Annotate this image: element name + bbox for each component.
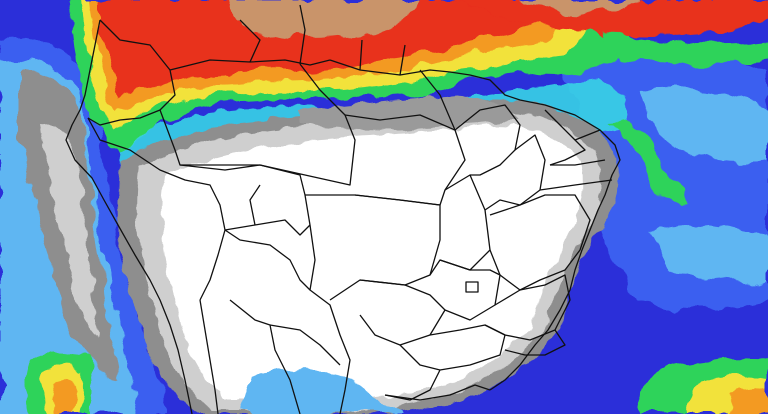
state-df <box>465 281 479 293</box>
border-chile-argentina <box>199 299 219 414</box>
field-lightblue-south <box>240 368 400 414</box>
field-green-northeast-edge <box>600 30 768 65</box>
field-orange-southeast <box>730 388 768 414</box>
state-ceara-rn <box>544 109 601 166</box>
coastline <box>65 19 193 414</box>
state-bahia <box>489 194 591 291</box>
border-colombia <box>87 19 176 126</box>
field-lightgray-west <box>40 120 100 340</box>
state-goias <box>429 259 501 321</box>
state-south <box>384 384 491 401</box>
border-bolivia <box>224 229 311 291</box>
border-peru <box>87 117 226 301</box>
state-acre-ro <box>224 184 311 236</box>
field-brown-north <box>230 0 420 39</box>
political-borders <box>65 4 621 414</box>
field-red-north <box>100 0 560 95</box>
coastline-north <box>329 59 621 391</box>
state-maranhao <box>454 104 521 176</box>
state-pb-pe <box>539 159 613 191</box>
field-light-blue-east <box>640 87 768 164</box>
border-argentina <box>229 299 301 414</box>
field-orange-southwest <box>52 377 77 414</box>
state-minas <box>484 274 571 341</box>
state-sp-pr <box>384 324 506 401</box>
state-rj-es <box>504 329 566 356</box>
border-paraguay <box>269 324 341 366</box>
state-ms <box>359 279 446 346</box>
field-red-northeast <box>450 0 768 36</box>
field-brown-northeast <box>520 0 640 14</box>
border-guianas <box>239 4 406 76</box>
field-green-east-coast <box>610 119 690 206</box>
state-roraima-amapa <box>299 63 456 131</box>
border-venezuela <box>169 59 331 71</box>
field-light-blue-east2 <box>650 224 768 284</box>
